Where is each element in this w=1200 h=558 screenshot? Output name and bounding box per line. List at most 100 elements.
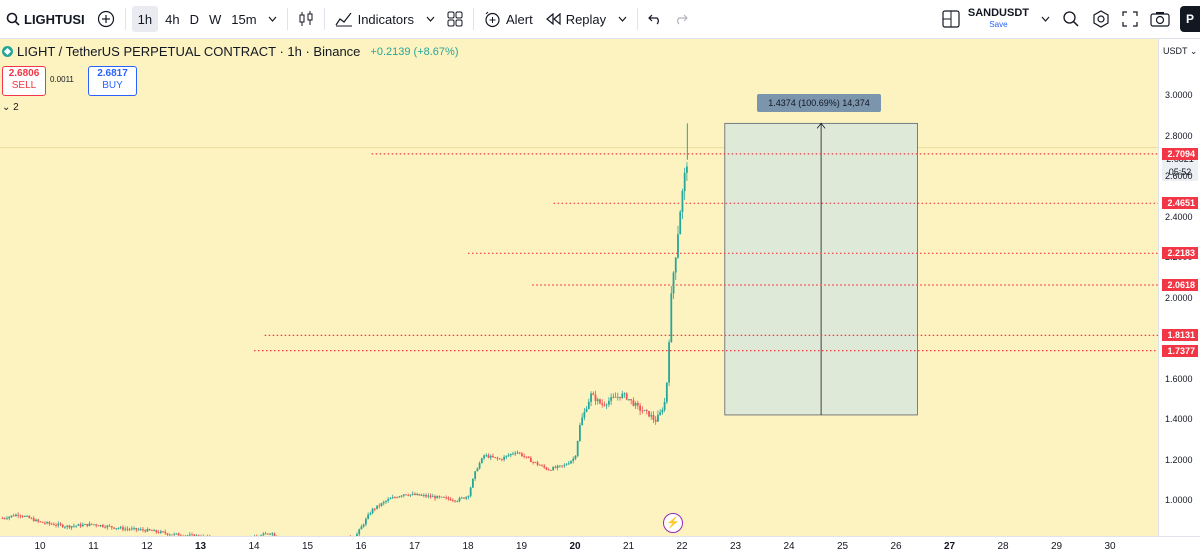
candle-body [570, 461, 572, 463]
layout-menu[interactable] [1035, 0, 1056, 38]
candle-body [57, 524, 59, 526]
snapshot-button[interactable] [1144, 0, 1176, 38]
layout-save[interactable]: Save [989, 19, 1007, 30]
candle-body [381, 503, 383, 506]
level-price-label: 1.8131 [1162, 329, 1198, 341]
chevron-down-icon: ⌄ [2, 102, 10, 113]
replay-button[interactable]: Replay [539, 0, 612, 38]
candle-body [456, 501, 458, 502]
lightning-event-icon[interactable]: ⚡ [663, 513, 683, 533]
time-tick-label: 16 [355, 541, 366, 552]
candle-body [109, 526, 111, 527]
candle-body [142, 529, 144, 530]
level-price-label: 2.7094 [1162, 148, 1198, 160]
candle-body [572, 459, 574, 461]
chevron-down-icon [1041, 16, 1050, 22]
buy-button[interactable]: 2.6817 BUY [88, 66, 137, 96]
compare-button[interactable] [91, 0, 121, 38]
candle-body [597, 399, 599, 401]
candle-body [26, 516, 28, 517]
replay-menu[interactable] [612, 0, 633, 38]
candle-body [37, 520, 39, 522]
candle-body [69, 526, 71, 528]
price-chart[interactable] [0, 39, 1158, 536]
level-price-label: 2.2183 [1162, 247, 1198, 259]
interval-15m[interactable]: 15m [228, 12, 259, 27]
candle-body [479, 463, 481, 468]
candle-body [624, 393, 626, 394]
candle-body [684, 173, 686, 191]
candle-body [485, 455, 487, 456]
chart-title: LIGHT / TetherUS PERPETUAL CONTRACT · 1h… [17, 44, 360, 59]
chart-pane[interactable]: LIGHT / TetherUS PERPETUAL CONTRACT · 1h… [0, 39, 1158, 536]
symbol-search[interactable]: LIGHTUSI [0, 0, 91, 38]
candle-body [682, 191, 684, 212]
templates-button[interactable] [441, 0, 469, 38]
rewind-icon [545, 13, 561, 25]
candle-body [666, 383, 668, 402]
candle-body [133, 528, 135, 529]
candle-body [659, 412, 661, 414]
candle-body [155, 530, 157, 532]
candle-body [635, 403, 637, 406]
candle-body [365, 519, 367, 524]
candle-body [447, 498, 449, 499]
search-icon [6, 12, 20, 26]
time-tick-label: 23 [730, 541, 741, 552]
currency-selector[interactable]: USDT ⌄ [1163, 46, 1197, 57]
settings-button[interactable] [1086, 0, 1116, 38]
candle-body [563, 465, 565, 466]
toolbar-divider [637, 8, 638, 30]
legend-collapse-toggle[interactable]: ⌄ 2 [2, 102, 19, 113]
candle-body [532, 462, 534, 463]
candle-body [434, 496, 436, 498]
sell-button[interactable]: 2.6806 SELL [2, 66, 46, 96]
undo-button[interactable] [642, 0, 668, 38]
candle-body [44, 523, 46, 524]
candles-icon [298, 10, 314, 28]
candle-body [120, 527, 122, 528]
toolbar-divider [125, 8, 126, 30]
camera-icon [1150, 11, 1170, 27]
interval-4h[interactable]: 4h [162, 12, 182, 27]
candle-body [686, 167, 688, 173]
candle-body [568, 463, 570, 464]
price-axis[interactable]: USDT ⌄ 2.6821 05:52 3.00002.80002.60002.… [1158, 39, 1200, 536]
candle-body [55, 525, 57, 526]
candle-body [673, 273, 675, 294]
candle-body [677, 234, 679, 257]
alert-button[interactable]: Alert [478, 0, 539, 38]
candle-body [403, 494, 405, 495]
candle-body [476, 468, 478, 471]
candle-body [526, 457, 528, 458]
indicators-menu[interactable] [420, 0, 441, 38]
candle-body [481, 458, 483, 463]
candle-body [89, 524, 91, 526]
candle-body [633, 400, 635, 405]
interval-d[interactable]: D [187, 12, 202, 27]
candle-body [501, 459, 503, 460]
publish-button[interactable]: P [1180, 6, 1200, 32]
candle-body [454, 500, 456, 501]
fullscreen-icon [1122, 11, 1138, 27]
interval-w[interactable]: W [206, 12, 224, 27]
candle-body [102, 525, 104, 527]
candle-body [385, 501, 387, 502]
candle-body [586, 409, 588, 412]
replay-label: Replay [566, 12, 606, 27]
fullscreen-button[interactable] [1116, 0, 1144, 38]
candle-body [31, 518, 33, 519]
candle-body [661, 410, 663, 412]
sell-label: SELL [3, 80, 45, 92]
chevron-down-icon[interactable] [264, 16, 281, 22]
quick-search-button[interactable] [1056, 0, 1086, 38]
candle-body [149, 529, 151, 530]
layout-button[interactable]: SANDUSDT Save [936, 0, 1035, 38]
chart-type-button[interactable] [292, 0, 320, 38]
redo-button[interactable] [668, 0, 694, 38]
candle-body [129, 529, 131, 530]
interval-1h[interactable]: 1h [132, 6, 158, 32]
indicators-button[interactable]: Indicators [329, 0, 420, 38]
candle-body [124, 529, 126, 530]
